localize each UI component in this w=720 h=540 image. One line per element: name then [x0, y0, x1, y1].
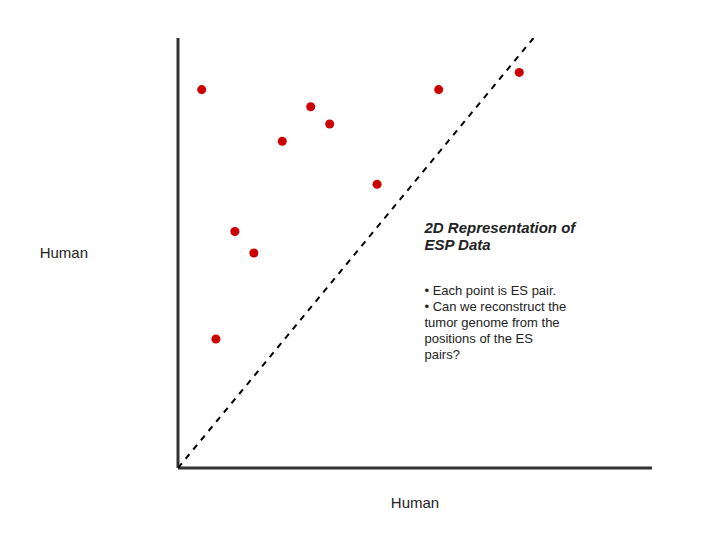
html-text:2D Representation of ESP Data: 2D Representation of ESP Data	[424, 218, 576, 253]
html-text:• Each point is ES pair. • Can: • Each point is ES pair. • Can we recons…	[424, 283, 567, 363]
svg-text:Human: Human	[391, 494, 439, 511]
svg-text:Human: Human	[40, 244, 88, 261]
